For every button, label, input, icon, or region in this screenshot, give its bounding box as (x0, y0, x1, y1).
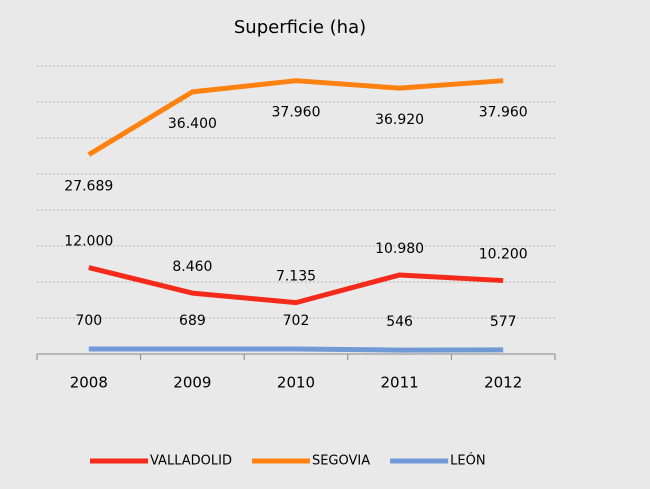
x-tick-label: 2009 (173, 374, 211, 392)
data-label: 12.000 (64, 234, 113, 250)
data-label: 700 (75, 313, 102, 329)
chart-title: Superficie (ha) (234, 17, 366, 38)
data-label: 10.980 (375, 241, 424, 257)
data-label: 36.920 (375, 112, 424, 128)
data-label: 10.200 (479, 247, 528, 263)
series-line (88, 265, 504, 306)
data-label: 689 (179, 313, 206, 329)
data-label: 702 (283, 313, 310, 329)
series-line (87, 78, 504, 157)
data-label: 577 (490, 314, 517, 330)
x-tick-label: 2010 (277, 374, 315, 392)
series-line (88, 346, 504, 353)
x-tick-label: 2012 (484, 374, 522, 392)
x-tick-label: 2011 (381, 374, 419, 392)
data-label: 27.689 (64, 179, 113, 195)
data-label: 37.960 (479, 105, 528, 121)
data-label: 8.460 (172, 259, 212, 275)
data-label: 546 (386, 314, 413, 330)
data-label: 37.960 (272, 105, 321, 121)
legend-label: VALLADOLID (150, 454, 232, 469)
legend-label: LEÓN (450, 453, 485, 469)
legend-label: SEGOVIA (312, 454, 370, 469)
data-label: 7.135 (276, 269, 316, 285)
x-tick-label: 2008 (70, 374, 108, 392)
data-label: 36.400 (168, 116, 217, 132)
